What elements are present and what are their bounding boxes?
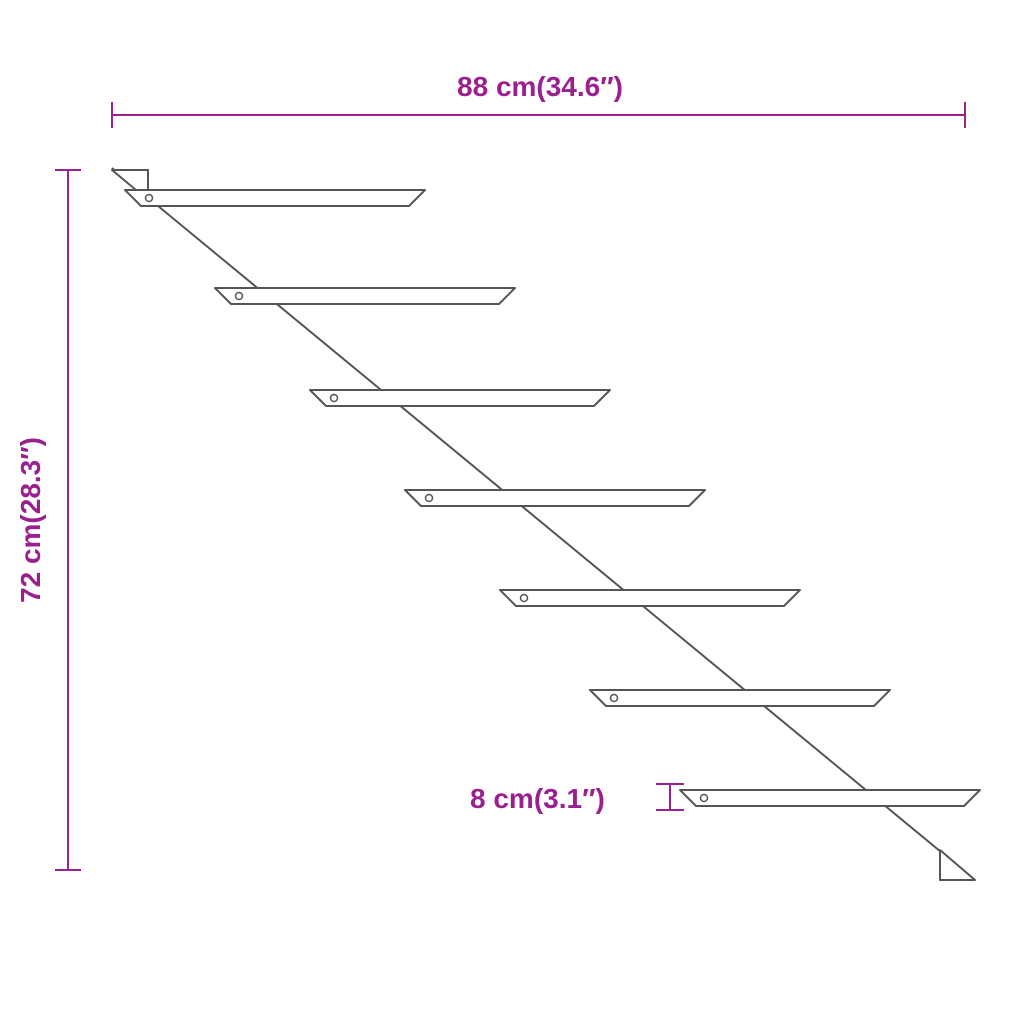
screw-2 <box>236 293 243 300</box>
riser-dimension-label: 8 cm(3.1″) <box>470 783 605 814</box>
screw-5 <box>521 595 528 602</box>
steps-drawing <box>112 168 980 880</box>
screw-4 <box>426 495 433 502</box>
screw-6 <box>611 695 618 702</box>
step-3 <box>310 390 610 406</box>
height-dimension: 72 cm(28.3″) <box>15 170 81 870</box>
height-dimension-label: 72 cm(28.3″) <box>15 437 46 603</box>
step-6 <box>590 690 890 706</box>
width-dimension-label: 88 cm(34.6″) <box>457 71 623 102</box>
riser-dimension: 8 cm(3.1″) <box>470 783 684 814</box>
screw-1 <box>146 195 153 202</box>
step-5 <box>500 590 800 606</box>
bottom-bracket <box>940 850 975 880</box>
step-2 <box>215 288 515 304</box>
screw-7 <box>701 795 708 802</box>
width-dimension: 88 cm(34.6″) <box>112 71 965 128</box>
dimension-diagram: 88 cm(34.6″) 72 cm(28.3″) 8 cm(3.1″) <box>0 0 1024 1024</box>
step-1 <box>125 190 425 206</box>
screw-3 <box>331 395 338 402</box>
step-7 <box>680 790 980 806</box>
step-4 <box>405 490 705 506</box>
